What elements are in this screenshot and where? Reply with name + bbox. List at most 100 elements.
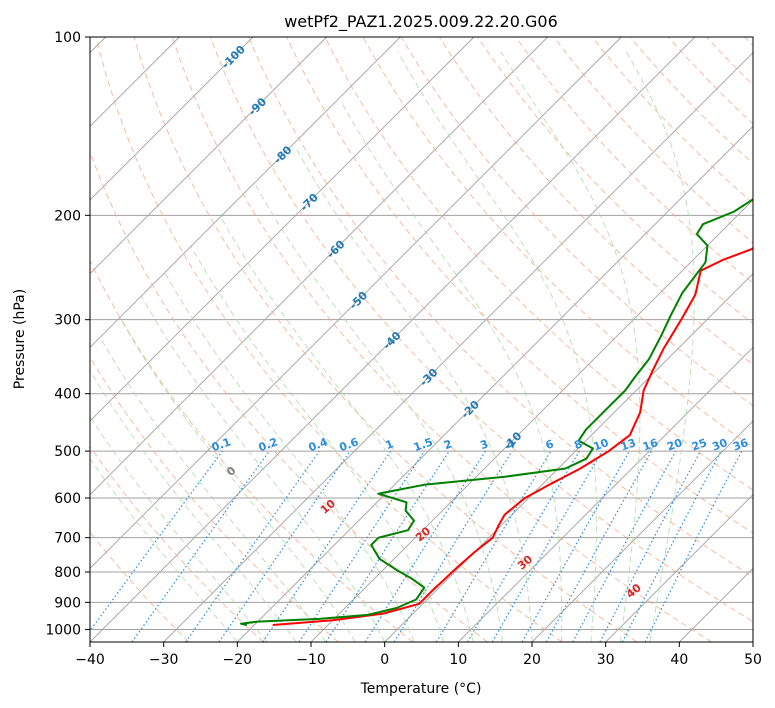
moist-adiabat [295, 147, 533, 642]
y-tick-label: 200 [54, 208, 81, 224]
mixing-ratio-line [364, 450, 486, 642]
y-tick-label: 500 [54, 444, 81, 460]
y-tick-label: 100 [54, 30, 81, 46]
mixing-ratio-line [90, 450, 223, 632]
isotherm [90, 37, 696, 642]
moist-adiabat [164, 272, 415, 642]
dry-adiabat [95, 37, 563, 642]
mixing-ratio-label: 2 [442, 437, 454, 452]
mixing-ratio-line [545, 450, 653, 642]
isotherm [90, 37, 327, 275]
mixing-ratio-line [435, 450, 552, 642]
background-lines [90, 37, 753, 642]
x-tick-label: 10 [449, 652, 467, 668]
dry-adiabat [133, 37, 638, 642]
isotherm [752, 641, 753, 642]
dry-adiabat [400, 37, 753, 407]
isotherm-label: -40 [380, 329, 403, 352]
isotherm [90, 37, 254, 201]
isotherm-label: -90 [246, 95, 269, 118]
x-tick-label: −20 [223, 652, 253, 668]
isotherm [90, 37, 548, 496]
mixing-ratio-label: 0.4 [307, 435, 330, 454]
mixing-ratio-label: 0.2 [257, 435, 280, 454]
mixing-ratio-label: 25 [690, 436, 709, 453]
isotherm [310, 199, 753, 642]
mixing-ratio-line [491, 450, 603, 642]
dry-adiabat [362, 37, 753, 449]
isotherm [90, 37, 622, 569]
y-axis-label: Pressure (hPa) [12, 289, 28, 389]
mixing-ratio-label: 10 [592, 436, 611, 454]
mixing-ratio-label: 13 [619, 436, 638, 453]
moist-adiabat [90, 457, 238, 642]
dry-adiabat [171, 37, 712, 642]
isotherm [605, 494, 753, 642]
moist-adiabat [500, 51, 641, 642]
y-tick-label: 1000 [45, 622, 81, 638]
x-tick-label: 40 [670, 652, 688, 668]
y-tick-label: 400 [54, 387, 81, 403]
isotherm [90, 37, 475, 422]
dry-adiabat [248, 37, 753, 578]
mixing-ratio-line [521, 450, 631, 642]
x-tick-label: 20 [523, 652, 541, 668]
dry-adiabat [90, 259, 414, 642]
isotherm-label: -70 [298, 191, 321, 214]
isotherm-label: -30 [417, 366, 440, 389]
mixing-ratio-label: 1.5 [412, 435, 435, 454]
mixing-ratio-label: 20 [665, 436, 684, 454]
y-tick-label: 700 [54, 531, 81, 547]
dry-adiabat [90, 150, 488, 642]
mixing-ratio-line [466, 450, 580, 642]
isotherm-label: -80 [271, 143, 294, 166]
dry-adiabat-label: 20 [413, 524, 433, 544]
moist-adiabat [255, 185, 503, 642]
dry-adiabat [90, 356, 339, 642]
moist-adiabat [342, 104, 563, 642]
isotherm [458, 346, 753, 642]
dry-adiabat-label: 40 [624, 581, 644, 601]
dry-adiabat [629, 37, 753, 165]
moist-adiabat [625, 51, 695, 642]
dry-adiabat [515, 37, 753, 284]
moist-adiabat [397, 51, 597, 642]
mixing-ratio-label: 3 [478, 437, 490, 452]
mixing-ratio-label: 30 [710, 436, 729, 454]
isotherm-label: -10 [501, 429, 524, 452]
chart-title: wetPf2_PAZ1.2025.009.22.20.G06 [284, 12, 558, 32]
isotherm-label: -100 [219, 43, 248, 72]
temperature-profile [272, 246, 753, 626]
dry-adiabat [744, 37, 753, 47]
mixing-ratio-line [131, 450, 270, 642]
isotherm [90, 37, 401, 348]
x-tick-label: −30 [149, 652, 179, 668]
mixing-ratio-line [599, 450, 702, 642]
moist-adiabat [141, 296, 386, 642]
mixing-ratio-label: 6 [544, 437, 556, 452]
dry-adiabat [668, 37, 753, 125]
dry-adiabat [210, 37, 753, 623]
y-tick-label: 900 [54, 595, 81, 611]
profiles [239, 198, 753, 626]
moist-adiabat [100, 337, 327, 642]
mixing-ratio-label: 36 [731, 436, 750, 454]
mixing-ratio-line [621, 450, 722, 642]
isotherm [384, 273, 753, 642]
isotherm [237, 125, 753, 642]
isotherm-label: -60 [324, 238, 347, 261]
mixing-ratio-line [262, 450, 392, 642]
line-labels: 0.1 0.2 0.4 0.6 1 1.5 2 3 4 6 8 10 13 16 20 25 30 36 -100 -… [210, 43, 750, 601]
dry-adiabat [90, 531, 190, 642]
dry-adiabat [324, 37, 753, 491]
x-tick-label: −40 [75, 652, 105, 668]
mixing-ratio-line [298, 450, 425, 642]
mixing-ratio-line [393, 450, 513, 642]
x-axis-label: Temperature (°C) [360, 681, 482, 697]
mixing-ratio-label: 4 [505, 437, 517, 452]
isotherm [679, 567, 753, 642]
x-tick-label: 50 [744, 652, 762, 668]
mixing-ratio-label: 8 [572, 437, 584, 452]
isotherm [531, 420, 753, 642]
